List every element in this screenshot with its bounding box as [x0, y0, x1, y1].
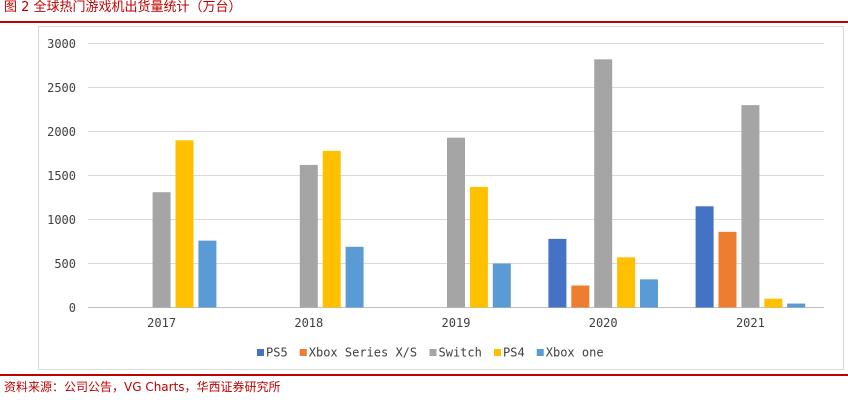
bar-2021-xbox-one: [787, 303, 806, 308]
bar-2020-ps5: [548, 238, 567, 308]
bar-2021-ps5: [695, 206, 714, 308]
top-divider: [0, 21, 848, 23]
source-note: 资料来源：公司公告，VG Charts，华西证券研究所: [4, 380, 281, 394]
bar-2020-xbox-one: [640, 279, 658, 308]
x-tick-label: 2017: [147, 316, 176, 330]
y-tick-label: 2500: [47, 81, 76, 95]
bar-2019-switch: [447, 137, 465, 308]
legend-swatch-0: [257, 349, 264, 356]
y-tick-label: 1500: [47, 169, 76, 183]
bar-2021-xbox-series-x-s: [718, 231, 737, 308]
legend-swatch-3: [494, 349, 501, 356]
y-tick-label: 0: [69, 301, 76, 315]
y-axis-ticks: 0 500 1000 1500 2000 2500 3000: [47, 37, 76, 315]
bar-2020-ps4: [617, 257, 636, 308]
x-tick-label: 2018: [294, 316, 323, 330]
bar-2018-switch: [299, 164, 318, 308]
bar-2017-switch: [152, 192, 171, 308]
chart-frame: [38, 26, 844, 370]
legend-label: Xbox Series X/S: [309, 346, 417, 360]
legend-label: Xbox one: [546, 346, 604, 360]
bar-2021-switch: [741, 105, 760, 308]
y-tick-label: 3000: [47, 37, 76, 51]
bar-2019-ps4: [469, 186, 488, 308]
bar-2017-ps4: [175, 140, 194, 308]
legend-swatch-4: [536, 349, 544, 356]
legend-label: PS4: [503, 346, 525, 360]
figure-caption: 图 2 全球热门游戏机出货量统计（万台）: [4, 0, 242, 15]
bars: [152, 59, 806, 308]
y-tick-label: 500: [54, 257, 76, 271]
y-tick-label: 1000: [47, 213, 76, 227]
x-tick-label: 2021: [736, 316, 765, 330]
legend: PS5 Xbox Series X/S Switch PS4 Xbox one: [257, 346, 604, 360]
bar-2018-xbox-one: [345, 246, 364, 308]
bar-2020-switch: [594, 59, 613, 308]
bar-2021-ps4: [764, 298, 783, 308]
bar-2020-xbox-series-x-s: [571, 285, 590, 308]
bar-2018-ps4: [322, 150, 341, 308]
x-axis-ticks: 2017 2018 2019 2020 2021: [147, 316, 765, 330]
y-tick-label: 2000: [47, 125, 76, 139]
bar-2017-xbox-one: [198, 240, 217, 308]
x-tick-label: 2019: [442, 316, 471, 330]
bottom-divider: [0, 374, 848, 376]
legend-label: Switch: [439, 346, 482, 360]
x-tick-label: 2020: [589, 316, 618, 330]
bar-2019-xbox-one: [492, 263, 511, 308]
legend-swatch-2: [429, 349, 437, 356]
legend-swatch-1: [299, 349, 307, 356]
legend-label: PS5: [266, 346, 288, 360]
